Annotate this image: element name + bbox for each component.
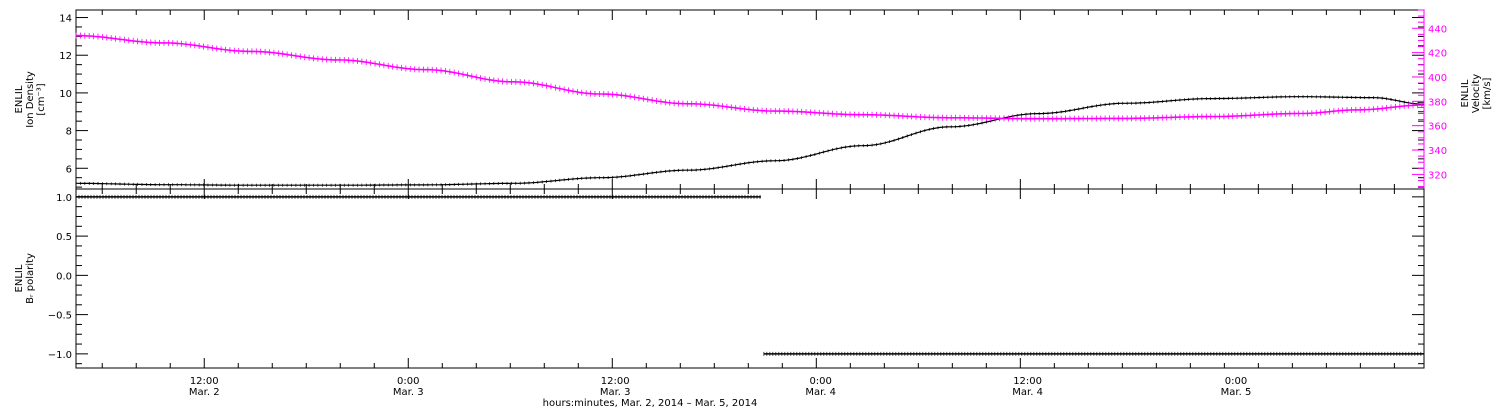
velocity-tick-label: 380 [1428, 97, 1447, 108]
time-tick-label: 0:00 [397, 376, 419, 387]
polarity-axis-title: ENLILBᵣ polarity [14, 253, 36, 304]
date-tick-label: Mar. 4 [1012, 387, 1043, 398]
date-tick-label: Mar. 3 [393, 387, 424, 398]
velocity-tick-label: 420 [1428, 49, 1447, 60]
density-series [76, 96, 1424, 186]
polarity-panel-frame [75, 188, 1425, 369]
polarity-series-1 [75, 194, 761, 199]
time-tick-label: 0:00 [809, 376, 831, 387]
velocity-tick-label: 440 [1428, 24, 1447, 35]
density-tick-label: 12 [59, 51, 72, 62]
date-tick-label: Mar. 4 [805, 387, 836, 398]
polarity-tick-label: 0.5 [56, 232, 72, 243]
velocity-axis: 320 340 360 380 400 420 440 [1412, 9, 1447, 189]
density-axis-title: ENLILIon Density[cm⁻³] [14, 71, 47, 128]
density-axis-title-line: Ion Density [25, 71, 36, 128]
density-tick-label: 6 [66, 164, 72, 175]
date-tick-label: Mar. 2 [189, 387, 220, 398]
velocity-axis-title-line: Velocity [1471, 74, 1482, 113]
velocity-axis-title: ENLILVelocity[km/s] [1460, 74, 1493, 113]
date-tick-label: Mar. 5 [1221, 387, 1252, 398]
velocity-tick-label: 320 [1428, 170, 1447, 181]
density-axis-title-line: [cm⁻³] [36, 83, 47, 115]
polarity-tick-label: −1.0 [48, 350, 72, 361]
density-tick-label: 14 [59, 14, 72, 25]
density-tick-label: 10 [59, 89, 72, 100]
polarity-axis-title-line: ENLIL [14, 264, 25, 292]
density-tick-label: 8 [66, 127, 72, 138]
velocity-axis-title-line: [km/s] [1482, 77, 1493, 109]
velocity-tick-label: 340 [1428, 146, 1447, 157]
polarity-panel: −1.0 −0.5 0.0 0.5 1.0 ENLILBᵣ polarity [14, 188, 1425, 369]
time-tick-label: 12:00 [190, 376, 219, 387]
date-tick-label: Mar. 3 [600, 387, 631, 398]
time-tick-label: 12:00 [1013, 376, 1042, 387]
velocity-tick-label: 360 [1428, 122, 1447, 133]
polarity-axis-title-line: Bᵣ polarity [25, 253, 36, 304]
velocity-tick-label: 400 [1428, 73, 1447, 84]
velocity-series [76, 34, 1424, 120]
time-tick-label: 12:00 [601, 376, 630, 387]
density-axis-title-line: ENLIL [14, 85, 25, 113]
polarity-series-2 [763, 351, 1425, 356]
time-tick-label: 0:00 [1225, 376, 1247, 387]
polarity-tick-label: −0.5 [48, 311, 72, 322]
time-axis-title: hours:minutes, Mar. 2, 2014 – Mar. 5, 20… [543, 398, 758, 409]
polarity-tick-label: 0.0 [56, 271, 72, 282]
velocity-axis-title-line: ENLIL [1460, 79, 1471, 107]
polarity-tick-label: 1.0 [56, 193, 72, 204]
